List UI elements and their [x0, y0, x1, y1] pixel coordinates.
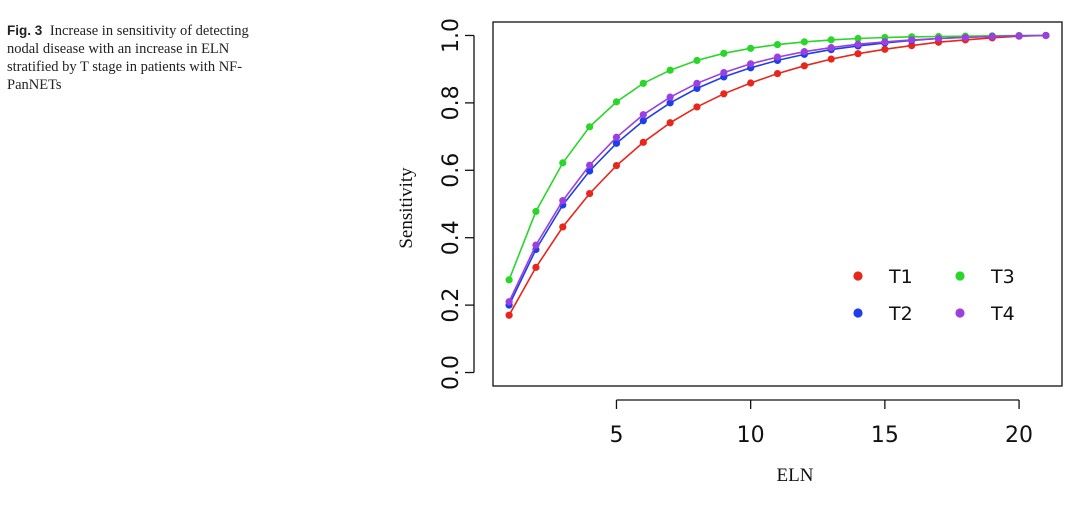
data-point: [961, 33, 969, 42]
data-point: [639, 111, 647, 119]
data-point: [639, 117, 647, 125]
data-point: [800, 48, 808, 56]
data-point: [505, 298, 513, 306]
data-point: [827, 44, 835, 52]
data-point: [666, 119, 674, 127]
figure-label: Fig. 3: [7, 23, 43, 38]
data-point: [747, 44, 755, 52]
data-point: [827, 36, 835, 44]
data-point: [612, 161, 621, 170]
data-point: [693, 56, 701, 65]
x-tick-label: 20: [1005, 423, 1033, 448]
legend-item-t4: T4: [955, 303, 1015, 325]
data-point: [773, 53, 782, 61]
data-point: [586, 167, 594, 175]
legend-label: T1: [888, 266, 913, 288]
data-point: [532, 207, 540, 216]
y-axis-label: Sensitivity: [396, 167, 417, 249]
data-point: [693, 79, 701, 87]
legend-marker: [853, 271, 863, 281]
y-tick-label: 0.0: [439, 355, 464, 390]
y-tick-label: 0.6: [439, 153, 464, 188]
data-point: [639, 79, 647, 87]
data-point: [720, 68, 728, 77]
data-point: [612, 139, 621, 147]
data-point: [720, 90, 728, 98]
data-point: [747, 79, 755, 87]
series-t4: [505, 31, 1050, 306]
y-tick-label: 1.0: [439, 18, 464, 53]
data-point: [586, 123, 594, 131]
data-point: [827, 55, 835, 63]
y-tick-label: 0.4: [439, 220, 464, 255]
data-point: [532, 263, 540, 271]
legend-item-t3: T3: [955, 266, 1015, 288]
data-point: [854, 40, 862, 48]
data-point: [559, 197, 567, 205]
plot-frame: [492, 21, 1063, 387]
data-point: [854, 34, 862, 43]
data-point: [559, 223, 567, 231]
data-point: [881, 45, 889, 53]
data-point: [800, 38, 808, 46]
data-point: [773, 69, 782, 78]
data-point: [532, 241, 540, 249]
data-point: [1015, 32, 1023, 40]
data-point: [505, 311, 513, 319]
legend-marker: [853, 308, 863, 318]
series-line-t1: [508, 34, 1046, 316]
legend-marker: [955, 308, 965, 318]
data-point: [666, 99, 674, 107]
data-point: [908, 41, 916, 50]
data-point: [908, 36, 916, 44]
y-tick-label: 0.2: [439, 288, 464, 323]
series-layer: [505, 31, 1050, 319]
data-point: [1042, 31, 1050, 40]
data-point: [773, 40, 782, 49]
y-tick-label: 0.8: [439, 85, 464, 120]
data-point: [934, 34, 943, 43]
data-point: [881, 38, 889, 46]
legend-label: T4: [990, 303, 1015, 325]
data-point: [800, 62, 808, 70]
figure-caption: Fig. 3 Increase in sensitivity of detect…: [7, 22, 252, 94]
legend-label: T3: [990, 266, 1015, 288]
data-point: [666, 66, 674, 74]
data-point: [693, 103, 701, 111]
legend-marker: [955, 271, 965, 281]
y-axis: 0.0 0.2 0.4 0.6 0.8 1.0: [439, 18, 475, 390]
x-tick-label: 5: [609, 423, 623, 448]
figure-caption-text: Increase in sensitivity of detecting nod…: [7, 23, 249, 93]
data-point: [639, 138, 647, 146]
series-t1: [505, 31, 1050, 319]
x-axis-label: ELN: [777, 465, 814, 486]
legend-item-t2: T2: [853, 303, 913, 325]
data-point: [720, 49, 728, 57]
data-point: [693, 84, 701, 92]
data-point: [988, 32, 996, 41]
data-point: [747, 60, 755, 68]
legend: T1 T2 T3 T4: [853, 266, 1015, 325]
data-point: [586, 161, 594, 169]
series-t3: [505, 31, 1050, 284]
data-point: [666, 93, 674, 101]
legend-item-t1: T1: [853, 266, 913, 288]
data-point: [586, 189, 594, 198]
data-point: [854, 50, 862, 58]
legend-label: T2: [888, 303, 913, 325]
data-point: [559, 159, 567, 167]
data-point: [505, 276, 513, 284]
data-point: [612, 98, 621, 106]
x-tick-label: 15: [871, 423, 899, 448]
x-tick-label: 10: [737, 423, 765, 448]
data-point: [612, 133, 621, 141]
x-axis: 5 10 15 20: [609, 399, 1033, 448]
